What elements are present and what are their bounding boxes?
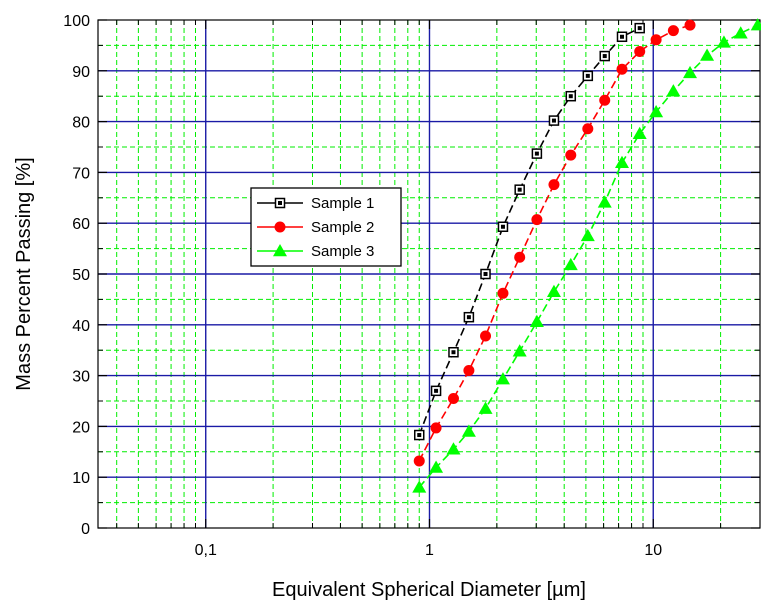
data-point bbox=[580, 228, 595, 242]
series-1 bbox=[413, 22, 645, 441]
x-tick-label: 10 bbox=[644, 542, 662, 559]
data-point bbox=[667, 25, 679, 37]
data-point-core bbox=[434, 388, 439, 393]
y-tick-label: 90 bbox=[72, 64, 90, 81]
data-point bbox=[529, 314, 544, 328]
y-tick-label: 40 bbox=[72, 318, 90, 335]
x-tick-label: 1 bbox=[425, 542, 434, 559]
data-point-core bbox=[585, 73, 590, 78]
data-point-core bbox=[637, 26, 642, 31]
legend-label: Sample 2 bbox=[311, 219, 374, 236]
grid bbox=[98, 20, 761, 528]
data-point bbox=[478, 401, 493, 414]
legend-marker-core bbox=[278, 201, 282, 205]
data-point-core bbox=[500, 224, 505, 229]
data-point bbox=[716, 35, 731, 48]
data-point bbox=[616, 63, 628, 75]
legend-marker bbox=[274, 221, 286, 233]
data-point bbox=[683, 65, 698, 79]
data-point bbox=[495, 372, 510, 385]
data-point bbox=[563, 257, 578, 271]
x-tick-label: 0,1 bbox=[195, 542, 217, 559]
data-point bbox=[597, 195, 612, 208]
data-point bbox=[546, 284, 561, 298]
data-point bbox=[430, 422, 442, 434]
legend-label: Sample 3 bbox=[311, 243, 374, 260]
data-point bbox=[650, 34, 662, 46]
legend: Sample 1 Sample 2 Sample 3 bbox=[250, 187, 402, 267]
y-tick-label: 10 bbox=[72, 470, 90, 487]
data-point-core bbox=[551, 118, 556, 123]
data-point bbox=[632, 126, 647, 140]
data-point-core bbox=[451, 350, 456, 355]
data-point bbox=[684, 19, 696, 31]
legend-label: Sample 1 bbox=[311, 195, 374, 212]
data-point bbox=[531, 214, 543, 226]
y-axis-title: Mass Percent Passing [%] bbox=[13, 157, 35, 390]
data-point bbox=[666, 84, 681, 97]
data-point bbox=[649, 104, 664, 118]
data-point-core bbox=[534, 151, 539, 156]
data-point-core bbox=[483, 272, 488, 276]
data-point bbox=[512, 344, 527, 357]
data-point-core bbox=[517, 187, 522, 192]
x-axis-title: Equivalent Spherical Diameter [µm] bbox=[272, 579, 586, 601]
y-tick-label: 0 bbox=[81, 521, 90, 538]
data-point-core bbox=[602, 54, 607, 59]
series-3 bbox=[412, 18, 761, 493]
data-point bbox=[429, 460, 444, 473]
y-tick-label: 50 bbox=[72, 267, 90, 284]
data-point-core bbox=[619, 34, 624, 39]
data-point-core bbox=[568, 94, 573, 99]
data-point bbox=[700, 48, 715, 61]
data-point bbox=[548, 179, 560, 191]
data-point bbox=[514, 251, 526, 263]
y-tick-label: 70 bbox=[72, 165, 90, 182]
data-point bbox=[634, 45, 646, 57]
y-tick-label: 60 bbox=[72, 216, 90, 233]
data-point bbox=[733, 26, 748, 39]
y-tick-label: 80 bbox=[72, 115, 90, 132]
y-tick-label: 100 bbox=[63, 13, 90, 30]
data-point bbox=[446, 442, 461, 455]
data-point bbox=[412, 480, 427, 493]
data-point bbox=[614, 155, 629, 168]
data-point-core bbox=[417, 433, 422, 438]
data-point bbox=[463, 365, 475, 377]
y-tick-label: 20 bbox=[72, 419, 90, 436]
legend-marker bbox=[273, 244, 287, 257]
series-layer bbox=[412, 18, 761, 493]
data-point bbox=[461, 424, 476, 437]
series-2 bbox=[413, 19, 696, 467]
y-tick-label: 30 bbox=[72, 369, 90, 386]
data-point bbox=[480, 330, 492, 342]
data-point bbox=[497, 287, 509, 299]
data-point bbox=[447, 392, 459, 404]
data-point bbox=[750, 18, 761, 31]
data-point bbox=[565, 149, 577, 161]
data-point bbox=[413, 455, 425, 467]
data-point bbox=[599, 94, 611, 106]
data-point-core bbox=[466, 315, 471, 320]
data-point bbox=[582, 123, 594, 135]
